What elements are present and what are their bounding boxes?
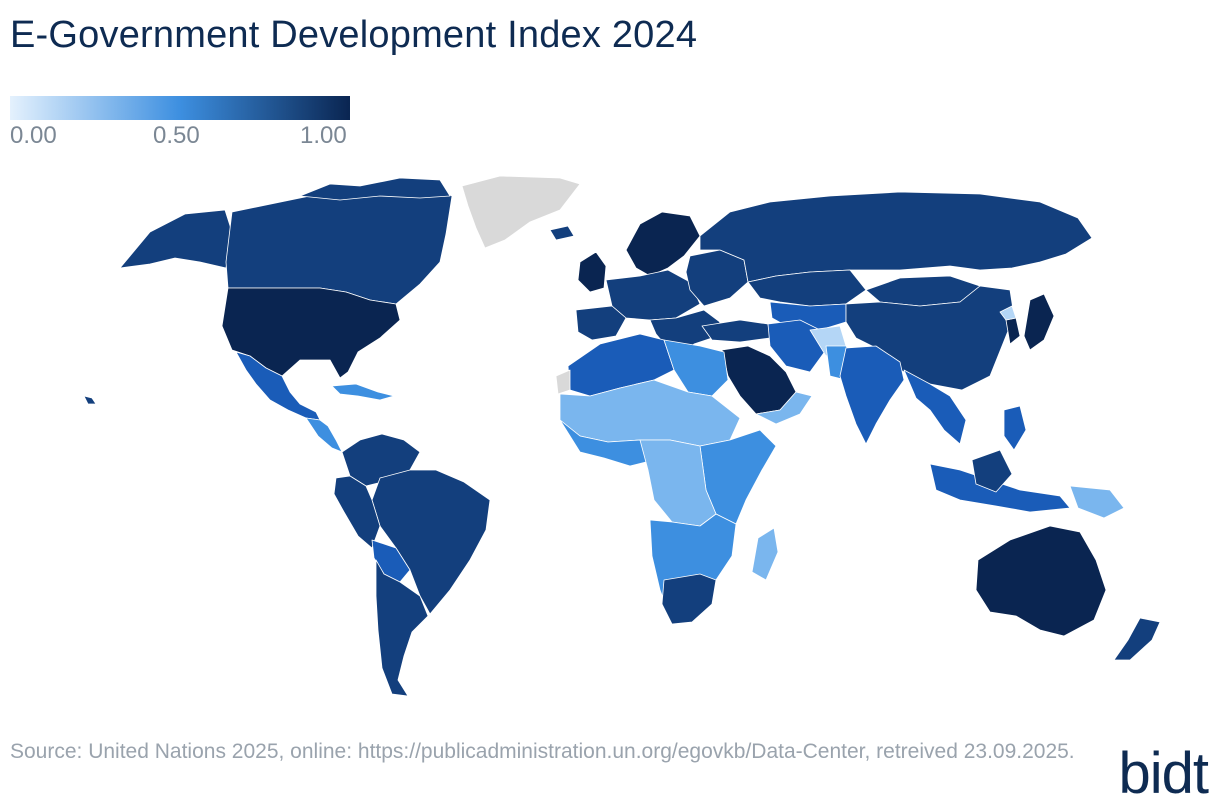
region-borneo — [971, 449, 1013, 493]
region-caribbean — [331, 383, 395, 401]
legend-min-label: 0.00 — [10, 122, 57, 149]
region-papua — [1069, 485, 1125, 519]
region-philippines — [1003, 405, 1027, 451]
region-china — [845, 285, 1015, 391]
chart-title: E-Government Development Index 2024 — [10, 14, 698, 56]
region-greenland — [461, 175, 581, 249]
region-north-africa-east — [663, 339, 729, 397]
region-chile-argentina — [375, 559, 429, 697]
region-madagascar — [751, 527, 779, 581]
legend-mid-label: 0.50 — [153, 122, 200, 149]
region-south-africa — [661, 573, 717, 625]
region-uk-ireland — [577, 251, 607, 293]
region-peru — [333, 475, 381, 549]
region-korea — [1005, 317, 1021, 345]
region-kazakhstan — [747, 269, 867, 307]
region-southeast-asia — [903, 369, 967, 445]
region-japan — [1023, 293, 1055, 351]
region-scandinavia — [625, 211, 701, 277]
legend-gradient-bar — [10, 96, 350, 120]
brand-logo: bidt — [1118, 741, 1209, 806]
world-map — [83, 175, 1161, 697]
region-north-africa-west — [567, 333, 675, 397]
legend-labels: 0.00 0.50 1.00 — [10, 122, 350, 152]
region-iceland — [549, 225, 575, 241]
region-canadian-arctic — [299, 177, 451, 201]
legend-max-label: 1.00 — [300, 122, 347, 149]
region-central-america — [305, 417, 343, 453]
region-hawaii — [83, 395, 97, 405]
color-legend: 0.00 0.50 1.00 — [10, 96, 350, 152]
source-note: Source: United Nations 2025, online: htt… — [10, 740, 1075, 763]
region-mexico — [235, 351, 321, 421]
region-australia — [975, 525, 1107, 637]
region-north-korea — [999, 305, 1017, 321]
region-western-sahara — [555, 369, 571, 395]
region-new-zealand — [1113, 617, 1161, 661]
region-india — [839, 345, 905, 445]
region-alaska — [119, 209, 233, 269]
region-iberia — [575, 305, 627, 341]
region-brazil — [371, 469, 491, 615]
region-russia — [699, 191, 1093, 283]
region-yemen-oman — [755, 391, 813, 425]
